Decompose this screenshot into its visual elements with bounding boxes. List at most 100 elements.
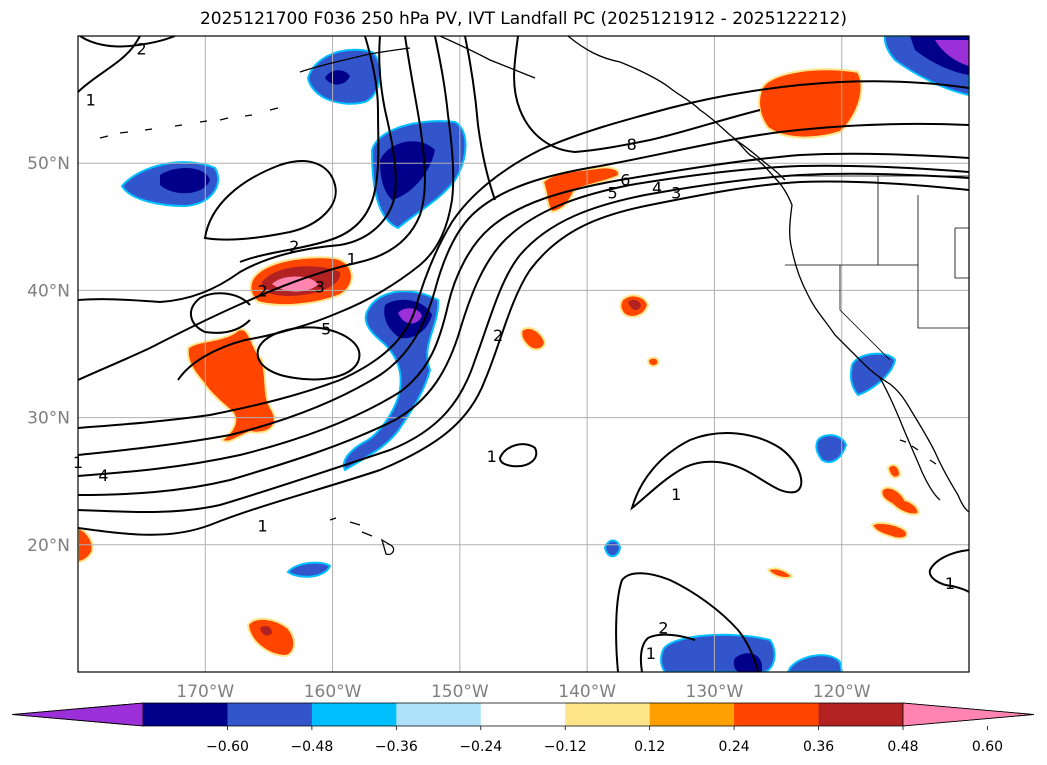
colorbar-tick-label: 0.12 bbox=[634, 739, 665, 755]
pv-contours bbox=[78, 36, 969, 672]
lat-tick-label: 40°N bbox=[27, 281, 70, 301]
colorbar-tick-label: −0.24 bbox=[459, 739, 502, 755]
colorbar-tick-label: 0.60 bbox=[972, 739, 1003, 755]
patch-purple-streak bbox=[398, 308, 422, 324]
contour-label: 3 bbox=[671, 183, 681, 202]
colorbar-tick-label: 0.24 bbox=[719, 739, 750, 755]
contour-label: 2 bbox=[493, 326, 503, 345]
contour-line bbox=[78, 36, 397, 304]
patch-darkred-mid2 bbox=[628, 299, 641, 311]
contour-label: 4 bbox=[98, 466, 108, 485]
colorbar-segment bbox=[649, 703, 735, 726]
colorbar-segment bbox=[311, 703, 397, 726]
contour-line bbox=[630, 432, 803, 511]
colorbar-segment bbox=[734, 703, 820, 726]
lon-tick-label: 140°W bbox=[558, 682, 616, 702]
contour-label: 1 bbox=[86, 91, 96, 110]
contour-line bbox=[513, 36, 761, 154]
map-title: 2025121700 F036 250 hPa PV, IVT Landfall… bbox=[199, 9, 847, 29]
contour-line bbox=[79, 36, 176, 48]
lon-tick-labels: 170°W 160°W 150°W 140°W 130°W 120°W bbox=[176, 682, 870, 702]
coast-channel-islands bbox=[899, 439, 937, 465]
colorbar bbox=[11, 702, 1035, 727]
contour-label: 5 bbox=[321, 320, 331, 339]
contour-line bbox=[256, 326, 361, 381]
contour-line bbox=[78, 152, 969, 477]
patch-navy-south bbox=[733, 653, 762, 672]
coast-hawaii bbox=[329, 517, 395, 556]
colorbar-segment bbox=[565, 703, 651, 726]
colorbar-segment bbox=[480, 703, 566, 726]
colorbar-tick-label: −0.60 bbox=[206, 739, 249, 755]
patch-darkred-south bbox=[260, 625, 272, 636]
colorbar-segment bbox=[396, 703, 482, 726]
contour-line bbox=[177, 36, 455, 381]
contour-label: 1 bbox=[945, 574, 955, 593]
colorbar-segment bbox=[227, 703, 313, 726]
colorbar-ticks: −0.60 −0.48 −0.36 −0.24 −0.12 0.12 0.24 0.36 0.4… bbox=[206, 726, 1003, 755]
lon-tick-label: 170°W bbox=[176, 682, 234, 702]
border-ca-nv bbox=[839, 265, 891, 361]
patch-orange-small-s bbox=[766, 567, 794, 579]
coast-alaska-shore bbox=[439, 36, 536, 79]
contour-line bbox=[78, 172, 969, 514]
contour-label: 2 bbox=[289, 237, 299, 256]
patch-blue-baja bbox=[815, 434, 848, 464]
contour-line bbox=[78, 36, 141, 93]
contour-line bbox=[78, 180, 969, 536]
contour-label: 2 bbox=[137, 40, 147, 59]
colorbar-tick-label: −0.48 bbox=[290, 739, 333, 755]
contour-label: 1 bbox=[671, 485, 681, 504]
contour-label: 6 bbox=[620, 171, 630, 190]
patch-orange-west bbox=[186, 328, 276, 443]
lat-tick-label: 30°N bbox=[27, 409, 70, 429]
contour-label: 1 bbox=[257, 517, 267, 536]
colorbar-segment bbox=[143, 703, 228, 726]
patch-navy-aleutian bbox=[325, 70, 350, 85]
plot-frame bbox=[77, 35, 970, 673]
patch-orange-mid3 bbox=[646, 356, 660, 368]
lat-tick-label: 50°N bbox=[27, 154, 70, 174]
contour-line bbox=[203, 160, 337, 241]
contour-line bbox=[615, 572, 759, 672]
lon-tick-label: 150°W bbox=[431, 682, 489, 702]
lon-tick-label: 160°W bbox=[304, 682, 362, 702]
contour-label: 1 bbox=[347, 250, 357, 269]
patch-orange-baja2 bbox=[880, 486, 920, 516]
lon-tick-label: 120°W bbox=[813, 682, 871, 702]
contour-label: 8 bbox=[627, 135, 637, 154]
contour-line bbox=[78, 164, 969, 496]
lon-tick-label: 130°W bbox=[686, 682, 744, 702]
colorbar-tick-label: −0.12 bbox=[544, 739, 587, 755]
contour-line bbox=[239, 36, 380, 263]
contour-line bbox=[928, 549, 969, 593]
contour-label: 4 bbox=[652, 178, 662, 197]
patch-blue-ca bbox=[849, 352, 897, 397]
colorbar-outline bbox=[11, 702, 1035, 727]
patch-orange-baja3 bbox=[870, 521, 909, 540]
lat-tick-labels: 50°N 40°N 30°N 20°N bbox=[27, 154, 70, 556]
shaded-patches bbox=[78, 36, 969, 672]
contour-line bbox=[78, 122, 969, 456]
patch-orange-baja1 bbox=[886, 463, 902, 479]
coast-baja bbox=[879, 377, 941, 501]
contour-label: 2 bbox=[658, 618, 668, 637]
contour-label: 1 bbox=[487, 447, 497, 466]
patch-orange-mid1 bbox=[520, 327, 547, 351]
patch-pink-dateline bbox=[272, 276, 318, 292]
lat-tick-label: 20°N bbox=[27, 536, 70, 556]
colorbar-tick-label: 0.48 bbox=[887, 739, 918, 755]
colorbar-segment bbox=[818, 703, 904, 726]
border-us-states bbox=[785, 176, 969, 329]
patch-orange-bc bbox=[758, 68, 863, 139]
contour-line bbox=[464, 36, 496, 201]
colorbar-extend-high bbox=[902, 702, 1035, 727]
contour-line bbox=[639, 633, 696, 672]
contour-line bbox=[190, 292, 251, 334]
contour-line bbox=[498, 443, 538, 468]
patch-orange-south bbox=[246, 617, 296, 658]
contour-label: 5 bbox=[608, 183, 618, 202]
contour-label: 1 bbox=[646, 644, 656, 663]
